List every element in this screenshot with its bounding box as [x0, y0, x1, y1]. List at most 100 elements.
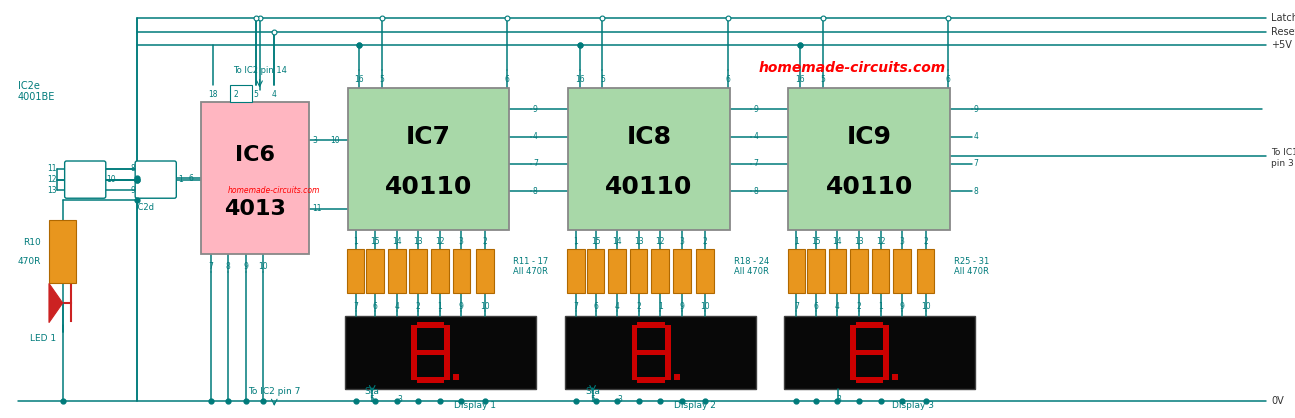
Text: 3: 3 [312, 136, 317, 145]
Text: 2: 2 [923, 237, 929, 246]
Text: 3: 3 [680, 237, 684, 246]
FancyBboxPatch shape [569, 87, 729, 229]
Text: Reset: Reset [1272, 27, 1295, 37]
FancyBboxPatch shape [452, 249, 470, 293]
FancyBboxPatch shape [417, 322, 444, 328]
FancyBboxPatch shape [629, 249, 648, 293]
Text: 9: 9 [900, 302, 904, 311]
FancyBboxPatch shape [637, 322, 664, 328]
Text: 8: 8 [974, 187, 978, 196]
FancyBboxPatch shape [856, 377, 883, 383]
FancyBboxPatch shape [417, 349, 444, 355]
Text: 1: 1 [179, 175, 183, 184]
Text: homemade-circuits.com: homemade-circuits.com [228, 186, 320, 195]
Text: IC9: IC9 [847, 125, 892, 149]
Text: 3: 3 [398, 395, 401, 404]
Text: IC2d: IC2d [136, 203, 154, 212]
Text: Display 3: Display 3 [892, 401, 935, 410]
Text: 8: 8 [225, 262, 231, 271]
Text: +5V: +5V [1272, 41, 1292, 51]
Text: 15: 15 [370, 237, 379, 246]
FancyBboxPatch shape [856, 322, 883, 328]
FancyBboxPatch shape [807, 249, 825, 293]
FancyBboxPatch shape [883, 352, 890, 380]
FancyBboxPatch shape [65, 161, 106, 198]
FancyBboxPatch shape [892, 374, 897, 380]
Text: 10: 10 [921, 302, 930, 311]
Text: 5: 5 [591, 395, 594, 404]
FancyBboxPatch shape [850, 325, 856, 352]
FancyBboxPatch shape [411, 325, 417, 352]
FancyBboxPatch shape [135, 161, 176, 198]
Text: 5: 5 [254, 90, 258, 99]
Text: 10: 10 [480, 302, 490, 311]
FancyBboxPatch shape [789, 87, 951, 229]
FancyBboxPatch shape [697, 249, 714, 293]
Text: 4: 4 [974, 132, 979, 141]
Text: 7: 7 [532, 159, 537, 168]
Text: 1: 1 [658, 302, 663, 311]
Text: 15: 15 [591, 237, 601, 246]
Text: 7: 7 [208, 262, 212, 271]
Text: R11 - 17
All 470R: R11 - 17 All 470R [513, 257, 549, 276]
Text: 4013: 4013 [224, 199, 286, 219]
FancyBboxPatch shape [453, 374, 460, 380]
Text: R10: R10 [23, 237, 41, 247]
Text: 3: 3 [900, 237, 904, 246]
Text: 2: 2 [856, 302, 861, 311]
Text: 8: 8 [754, 187, 758, 196]
FancyBboxPatch shape [632, 325, 637, 352]
Text: 9: 9 [680, 302, 684, 311]
Text: R25 - 31
All 470R: R25 - 31 All 470R [954, 257, 989, 276]
Text: 14: 14 [392, 237, 401, 246]
Text: 6: 6 [725, 75, 730, 84]
Text: 2: 2 [416, 302, 421, 311]
Text: 13: 13 [633, 237, 644, 246]
Text: Latch: Latch [1272, 13, 1295, 23]
Text: To IC1: To IC1 [1272, 148, 1295, 157]
Text: 1: 1 [438, 302, 442, 311]
FancyBboxPatch shape [637, 349, 664, 355]
FancyBboxPatch shape [49, 220, 76, 283]
Text: 40110: 40110 [385, 175, 473, 199]
Text: 12: 12 [655, 237, 664, 246]
Text: 2: 2 [483, 237, 487, 246]
FancyBboxPatch shape [651, 249, 670, 293]
FancyBboxPatch shape [872, 249, 890, 293]
Text: 6: 6 [593, 302, 598, 311]
Text: Display 2: Display 2 [675, 401, 716, 410]
Text: 6: 6 [188, 173, 193, 183]
Text: 9: 9 [754, 104, 758, 114]
Text: 0V: 0V [1272, 396, 1285, 406]
Text: 14: 14 [833, 237, 842, 246]
FancyBboxPatch shape [673, 249, 690, 293]
Text: 6: 6 [373, 302, 378, 311]
FancyBboxPatch shape [477, 249, 493, 293]
Text: 12: 12 [435, 237, 444, 246]
Text: 14: 14 [613, 237, 622, 246]
Text: Sta: Sta [585, 387, 600, 396]
FancyBboxPatch shape [850, 352, 856, 380]
Text: 16: 16 [355, 75, 364, 84]
FancyBboxPatch shape [883, 325, 890, 352]
Text: 5: 5 [379, 75, 385, 84]
Text: 18: 18 [207, 90, 218, 99]
Text: 6: 6 [505, 75, 510, 84]
FancyBboxPatch shape [787, 249, 805, 293]
Text: 3: 3 [837, 395, 840, 404]
FancyBboxPatch shape [431, 249, 448, 293]
Text: IC2e
4001BE: IC2e 4001BE [18, 81, 54, 102]
Text: 10: 10 [106, 175, 115, 184]
Text: 12: 12 [875, 237, 886, 246]
Text: 4: 4 [835, 302, 840, 311]
Text: IC6: IC6 [234, 145, 275, 166]
FancyBboxPatch shape [409, 249, 427, 293]
Text: 6: 6 [945, 75, 951, 84]
Text: Display 1: Display 1 [453, 401, 496, 410]
Text: 9: 9 [243, 262, 249, 271]
Text: 40110: 40110 [605, 175, 693, 199]
FancyBboxPatch shape [201, 102, 308, 254]
FancyBboxPatch shape [851, 249, 868, 293]
Text: 7: 7 [574, 302, 579, 311]
Text: 9: 9 [974, 104, 979, 114]
